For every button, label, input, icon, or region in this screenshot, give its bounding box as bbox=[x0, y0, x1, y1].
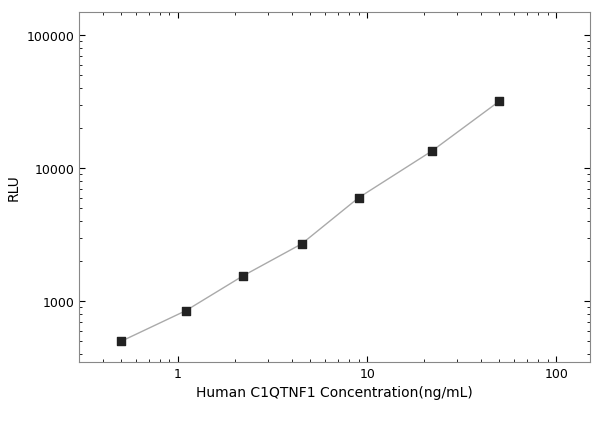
Point bbox=[181, 308, 191, 314]
X-axis label: Human C1QTNF1 Concentration(ng/mL): Human C1QTNF1 Concentration(ng/mL) bbox=[196, 386, 473, 400]
Point bbox=[238, 273, 247, 280]
Point bbox=[495, 98, 505, 105]
Y-axis label: RLU: RLU bbox=[7, 174, 21, 201]
Point bbox=[354, 195, 364, 202]
Point bbox=[427, 148, 437, 155]
Point bbox=[116, 338, 126, 345]
Point bbox=[297, 241, 306, 248]
